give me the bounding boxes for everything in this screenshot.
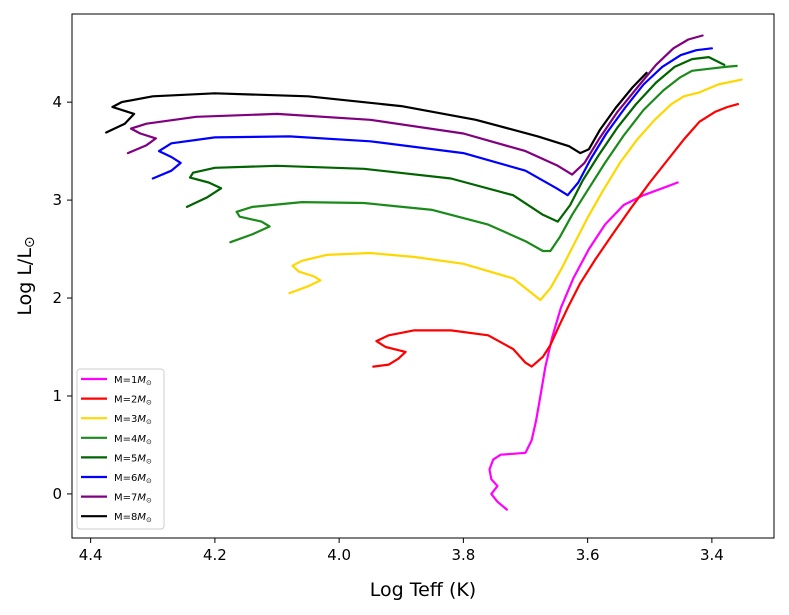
x-tick-label: 4.2 — [203, 546, 227, 564]
series-line-4 — [229, 64, 738, 253]
x-tick-label: 3.8 — [451, 546, 475, 564]
legend-label-7: M=7M⊙ — [114, 493, 152, 505]
legend-label-2: M=2M⊙ — [114, 395, 152, 407]
y-tick-label: 0 — [52, 485, 62, 503]
series-line-1 — [488, 181, 679, 511]
legend-label-5: M=5M⊙ — [114, 453, 152, 465]
series-line-2 — [372, 103, 740, 368]
y-tick-label: 3 — [52, 191, 62, 209]
legend-label-4: M=4M⊙ — [114, 434, 152, 446]
series-line-3 — [288, 78, 743, 302]
legend-label-3: M=3M⊙ — [114, 414, 152, 426]
legend: M=1M⊙ M=2M⊙ M=3M⊙ M=4M⊙ M=5M⊙ M=6M⊙ M=7M⊙ M=8M⊙ — [76, 368, 165, 530]
y-tick-label: 4 — [52, 93, 62, 111]
x-tick-label: 3.4 — [700, 546, 724, 564]
plot-frame — [71, 13, 775, 539]
y-axis: 0 1 2 3 4 — [52, 93, 72, 503]
series-line-5 — [185, 56, 726, 223]
x-tick-label: 3.6 — [576, 546, 600, 564]
legend-label-8: M=8M⊙ — [114, 512, 152, 524]
legend-box — [76, 368, 165, 530]
y-axis-label-main: Log L/L — [14, 248, 36, 316]
legend-label-1: M=1M⊙ — [114, 375, 152, 387]
series-line-7 — [126, 34, 704, 176]
y-axis-label: Log L/L⊙ — [14, 236, 38, 315]
y-tick-label: 1 — [52, 387, 62, 405]
y-axis-label-sub: ⊙ — [22, 236, 38, 248]
x-tick-label: 4.0 — [327, 546, 351, 564]
x-axis-label: Log Teff (K) — [370, 579, 476, 601]
y-tick-label: 2 — [52, 289, 62, 307]
x-tick-label: 4.4 — [79, 546, 103, 564]
series-line-6 — [151, 47, 713, 197]
legend-label-6: M=6M⊙ — [114, 473, 152, 485]
series-line-8 — [105, 71, 648, 155]
x-axis: 4.4 4.2 4.0 3.8 3.6 3.4 — [79, 538, 724, 564]
series-layer — [105, 34, 743, 511]
